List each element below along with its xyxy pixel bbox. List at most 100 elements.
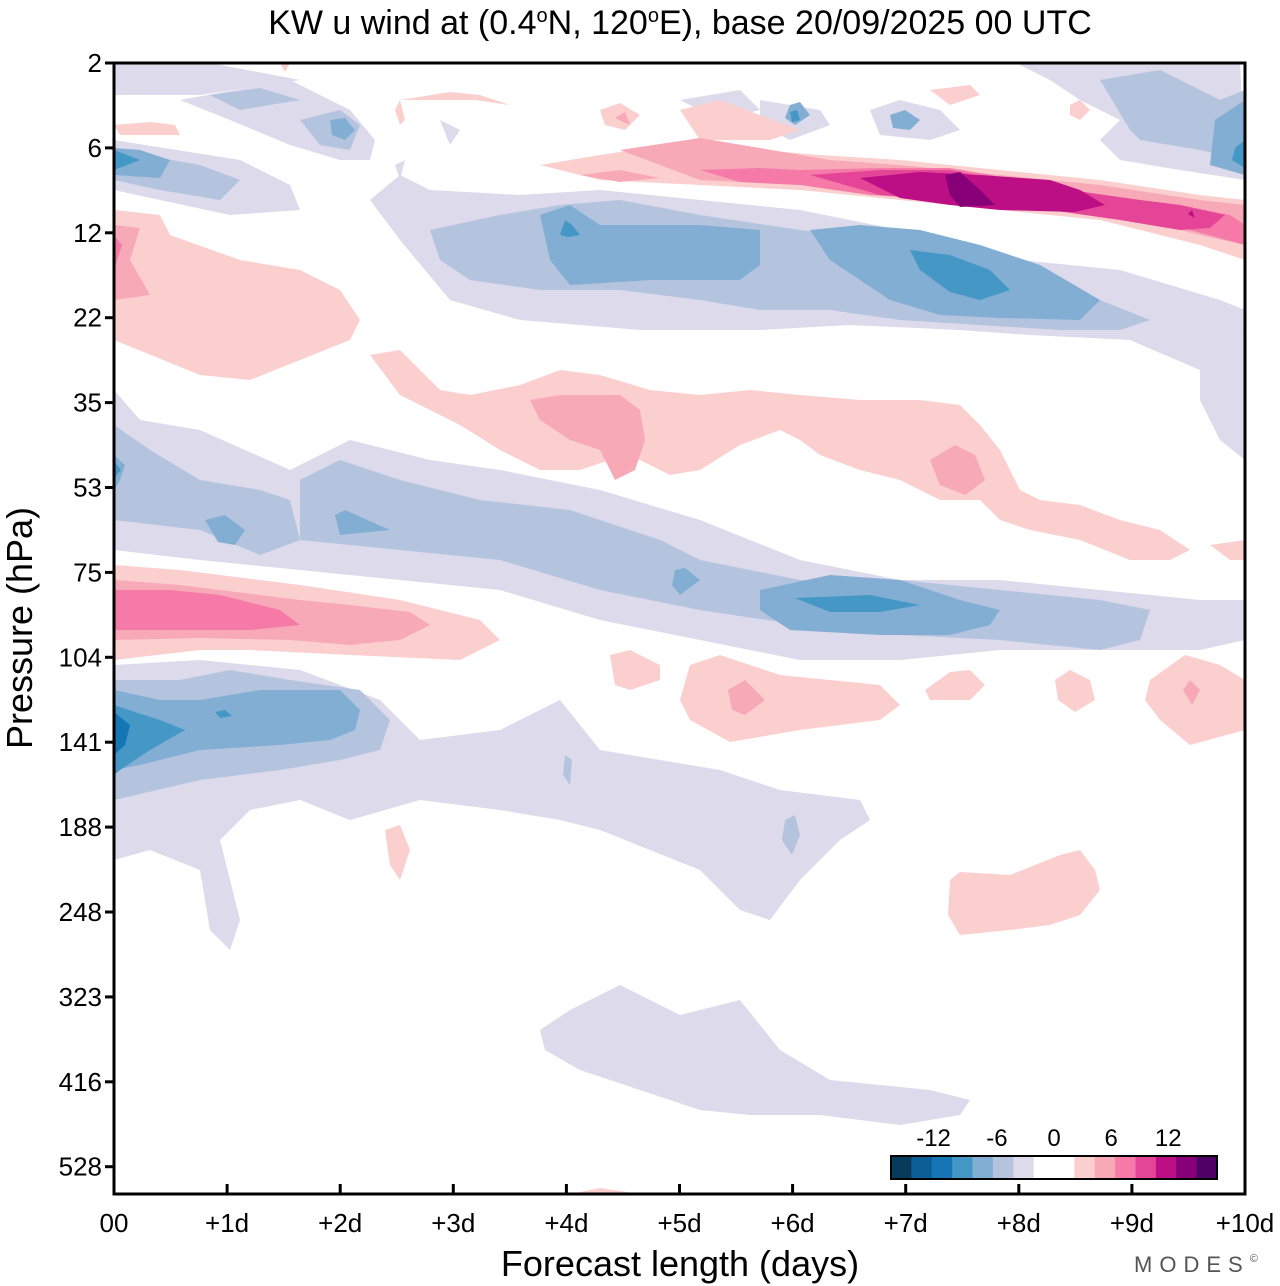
contour-band <box>728 680 765 715</box>
x-tick-label: 00 <box>100 1208 129 1238</box>
x-tick-label: +3d <box>431 1208 475 1238</box>
contour-band <box>860 172 1105 212</box>
contour-band <box>1200 330 1245 460</box>
contour-band <box>1183 680 1200 705</box>
contour-band <box>560 220 580 237</box>
contour-band <box>330 118 355 140</box>
contour-band <box>610 650 660 690</box>
colorbar-swatch <box>1176 1156 1198 1179</box>
y-tick-label: 528 <box>59 1152 102 1182</box>
colorbar: -12 -6 0 6 12 <box>890 1125 1218 1180</box>
y-axis: 2 6 12 22 35 53 75 104 141 188 248 323 416 528 <box>59 48 114 1182</box>
contour-band <box>114 705 185 775</box>
contour-band <box>114 590 300 630</box>
contour-band <box>1100 70 1245 160</box>
colorbar-label: 12 <box>1155 1125 1182 1152</box>
contour-band <box>280 63 290 72</box>
y-tick-label: 2 <box>88 48 102 78</box>
contour-band <box>795 595 920 612</box>
contour-band <box>205 515 245 545</box>
contour-band <box>114 690 360 770</box>
y-tick-label: 22 <box>73 303 102 333</box>
colorbar-swatch <box>891 1156 912 1179</box>
contour-band <box>1210 540 1245 560</box>
y-tick-label: 188 <box>59 812 102 842</box>
colorbar-label: -12 <box>916 1125 951 1152</box>
contour-band <box>1232 140 1245 168</box>
y-tick-label: 248 <box>59 897 102 927</box>
contour-band <box>530 395 645 480</box>
x-tick-label: +5d <box>657 1208 701 1238</box>
contour-band <box>615 112 630 125</box>
contour-band <box>385 825 410 880</box>
colorbar-swatch <box>1074 1156 1096 1179</box>
colorbar-swatch <box>1115 1156 1136 1179</box>
contour-band <box>680 100 800 140</box>
colorbar-swatch <box>1054 1156 1075 1179</box>
y-tick-label: 75 <box>73 557 102 587</box>
contour-band <box>395 100 405 125</box>
y-tick-label: 53 <box>73 473 102 503</box>
contour-band <box>114 122 180 135</box>
contour-band <box>395 160 405 180</box>
y-tick-label: 416 <box>59 1067 102 1097</box>
y-axis-title: Pressure (hPa) <box>0 507 40 749</box>
contour-band <box>948 850 1100 935</box>
contour-band <box>1188 210 1195 218</box>
contour-band <box>790 110 800 122</box>
contour-band <box>114 210 360 380</box>
y-tick-label: 35 <box>73 388 102 418</box>
modes-logo: MODES© <box>1134 1252 1265 1277</box>
contour-band <box>1145 655 1245 745</box>
y-tick-label: 6 <box>88 133 102 163</box>
colorbar-swatch <box>1155 1156 1177 1179</box>
colorbar-swatch <box>992 1156 1014 1179</box>
contour-band <box>400 92 510 105</box>
contour-band <box>890 110 920 130</box>
contour-band <box>700 168 1245 245</box>
y-tick-label: 12 <box>73 218 102 248</box>
x-tick-label: +1d <box>205 1208 249 1238</box>
x-axis: 00 +1d +2d +3d +4d +5d +6d +7d +8d +9d +10d <box>100 1184 1274 1238</box>
colorbar-label: 6 <box>1104 1125 1117 1152</box>
colorbar-swatch <box>911 1156 933 1179</box>
contour-band <box>114 455 125 490</box>
contour-band <box>114 425 300 555</box>
x-tick-label: +8d <box>997 1208 1041 1238</box>
y-tick-label: 141 <box>59 727 102 757</box>
colorbar-swatch <box>952 1156 973 1179</box>
contour-band <box>930 85 980 105</box>
x-tick-label: +9d <box>1110 1208 1154 1238</box>
contour-band <box>540 985 970 1125</box>
contour-band <box>782 815 800 855</box>
contour-band <box>114 461 121 478</box>
colorbar-swatch <box>972 1156 994 1179</box>
colorbar-swatch <box>1013 1156 1035 1179</box>
colorbar-swatch <box>1196 1156 1218 1179</box>
contour-band <box>580 170 660 182</box>
contour-band <box>930 445 985 495</box>
contour-band <box>440 120 460 145</box>
contour-band <box>114 225 150 300</box>
contour-band <box>215 710 232 718</box>
contour-band <box>114 235 122 270</box>
colorbar-swatch <box>1094 1156 1116 1179</box>
colorbar-label: 0 <box>1047 1125 1060 1152</box>
contour-band <box>114 150 140 170</box>
contour-band <box>1070 100 1090 120</box>
contour-band <box>563 755 572 785</box>
contour-band <box>114 63 300 95</box>
y-tick-label: 104 <box>59 642 102 672</box>
contour-band <box>540 205 760 285</box>
contour-band <box>925 670 985 700</box>
contour-band <box>910 250 1010 300</box>
x-tick-label: +7d <box>884 1208 928 1238</box>
x-tick-label: +2d <box>318 1208 362 1238</box>
colorbar-swatch <box>1033 1156 1055 1179</box>
contour-field <box>114 63 1245 1194</box>
colorbar-swatch <box>931 1156 953 1179</box>
colorbar-swatch <box>1135 1156 1157 1179</box>
contour-band <box>945 172 995 207</box>
y-tick-label: 323 <box>59 982 102 1012</box>
